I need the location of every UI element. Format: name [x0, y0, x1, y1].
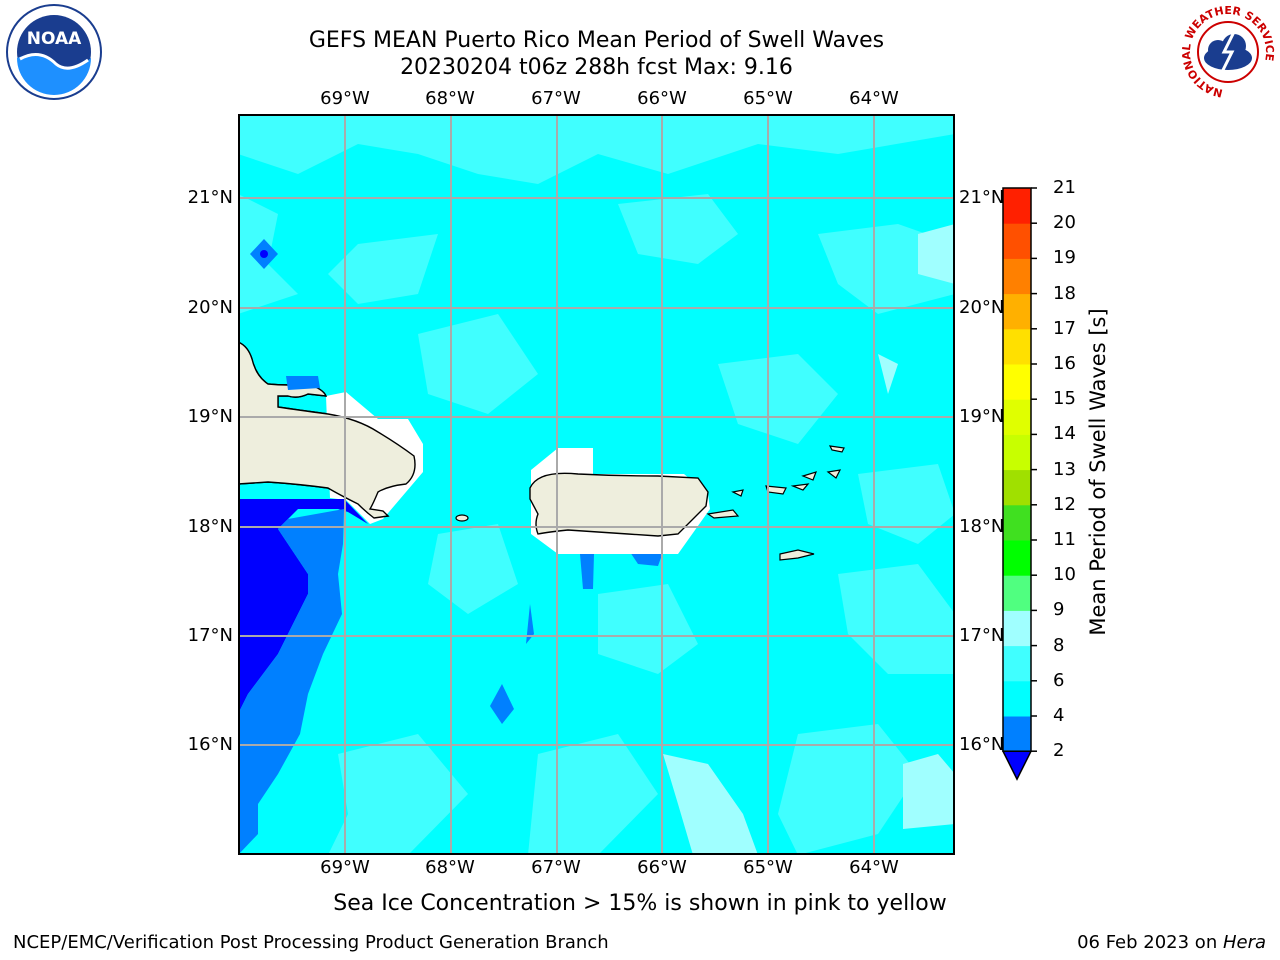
colorbar-tick-8: 8	[1053, 634, 1065, 656]
colorbar-tick-11: 11	[1053, 529, 1076, 550]
lon-label-top-69w: 69°W	[320, 88, 370, 109]
lon-label-bottom-69w: 69°W	[320, 857, 370, 878]
colorbar-bin-16-17	[1003, 328, 1031, 365]
colorbar-tick-6: 6	[1053, 669, 1065, 691]
lat-label-left-21n: 21°N	[187, 187, 233, 208]
lon-label-bottom-67w: 67°W	[531, 857, 581, 878]
colorbar-tick-18: 18	[1053, 282, 1076, 304]
lat-label-right-16n: 16°N	[959, 734, 1005, 755]
footer-date-text: 06 Feb 2023 on	[1077, 932, 1223, 953]
lat-label-left-19n: 19°N	[187, 406, 233, 427]
colorbar-bin-17-18	[1003, 293, 1031, 330]
st-croix-island	[779, 549, 815, 561]
colorbar-bin-6-8	[1003, 645, 1031, 682]
lon-label-top-68w: 68°W	[425, 88, 475, 109]
colorbar-bin-12-13	[1003, 469, 1031, 506]
noaa-logo: NOAA	[6, 4, 102, 100]
lon-label-bottom-65w: 65°W	[743, 857, 793, 878]
colorbar-bin-14-15	[1003, 399, 1031, 435]
colorbar-bin-11-12	[1003, 504, 1031, 541]
colorbar-tick-2: 2	[1053, 740, 1065, 762]
colorbar	[998, 184, 1038, 784]
swell-6-8s-patches	[238, 114, 955, 855]
lat-label-left-17n: 17°N	[187, 625, 233, 646]
lat-label-right-17n: 17°N	[959, 625, 1005, 646]
colorbar-bin-13-14	[1003, 434, 1031, 471]
colorbar-tick-21: 21	[1053, 177, 1076, 198]
swell-2-4s-area	[238, 509, 344, 855]
colorbar-bin-20-21	[1003, 188, 1031, 224]
lon-label-top-64w: 64°W	[849, 88, 899, 109]
colorbar-tick-12: 12	[1053, 493, 1076, 515]
lat-label-right-19n: 19°N	[959, 406, 1005, 427]
colorbar-bin-8-9	[1003, 610, 1031, 647]
colorbar-tick-10: 10	[1053, 564, 1076, 586]
lat-label-right-18n: 18°N	[959, 516, 1005, 537]
noaa-logo-text: NOAA	[27, 29, 82, 49]
lon-label-top-67w: 67°W	[531, 88, 581, 109]
map-frame	[238, 114, 955, 855]
lat-label-left-18n: 18°N	[187, 516, 233, 537]
footer-machine: Hera	[1222, 932, 1266, 953]
colorbar-tick-16: 16	[1053, 353, 1076, 374]
lat-label-left-20n: 20°N	[187, 297, 233, 318]
colorbar-bin-15-16	[1003, 364, 1031, 400]
colorbar-bin-2-4	[1003, 716, 1031, 752]
nws-logo: NATIONAL WEATHER SERVICE	[1178, 2, 1278, 102]
colorbar-tick-20: 20	[1053, 212, 1076, 234]
colorbar-bin-19-20	[1003, 223, 1031, 259]
colorbar-tick-13: 13	[1053, 458, 1076, 480]
lon-label-bottom-66w: 66°W	[637, 857, 687, 878]
mona-island	[455, 514, 469, 522]
colorbar-tick-4: 4	[1053, 705, 1065, 726]
colorbar-bin-10-11	[1003, 540, 1031, 576]
sea-ice-note: Sea Ice Concentration > 15% is shown in …	[333, 891, 947, 916]
colorbar-bin-4-6	[1003, 680, 1031, 717]
map-title-line1: GEFS MEAN Puerto Rico Mean Period of Swe…	[308, 28, 885, 53]
colorbar-tick-15: 15	[1053, 388, 1076, 410]
colorbar-label: Mean Period of Swell Waves [s]	[1086, 308, 1110, 636]
colorbar-tick-17: 17	[1053, 317, 1076, 339]
map-panel	[237, 114, 955, 855]
puerto-rico-land	[529, 472, 709, 537]
colorbar-tick-9: 9	[1053, 599, 1065, 621]
lon-label-bottom-68w: 68°W	[425, 857, 475, 878]
colorbar-tick-19: 19	[1053, 247, 1076, 269]
colorbar-bin-18-19	[1003, 258, 1031, 295]
lat-label-right-21n: 21°N	[959, 187, 1005, 208]
lat-label-right-20n: 20°N	[959, 297, 1005, 318]
lon-label-top-65w: 65°W	[743, 88, 793, 109]
swell-lt-2s-area	[238, 499, 368, 714]
colorbar-under-triangle	[1001, 750, 1033, 781]
gridlines	[238, 114, 955, 855]
footer-date: 06 Feb 2023 on Hera	[1077, 932, 1266, 954]
colorbar-bin-9-10	[1003, 575, 1031, 611]
colorbar-tick-14: 14	[1053, 423, 1076, 445]
lat-label-left-16n: 16°N	[187, 734, 233, 755]
map-title-line2: 20230204 t06z 288h fcst Max: 9.16	[400, 55, 793, 80]
footer-branch: NCEP/EMC/Verification Post Processing Pr…	[13, 932, 609, 953]
swell-8-9s-patches	[663, 224, 955, 855]
lon-label-bottom-64w: 64°W	[849, 857, 899, 878]
vieques-island	[706, 509, 740, 519]
lon-label-top-66w: 66°W	[637, 88, 687, 109]
